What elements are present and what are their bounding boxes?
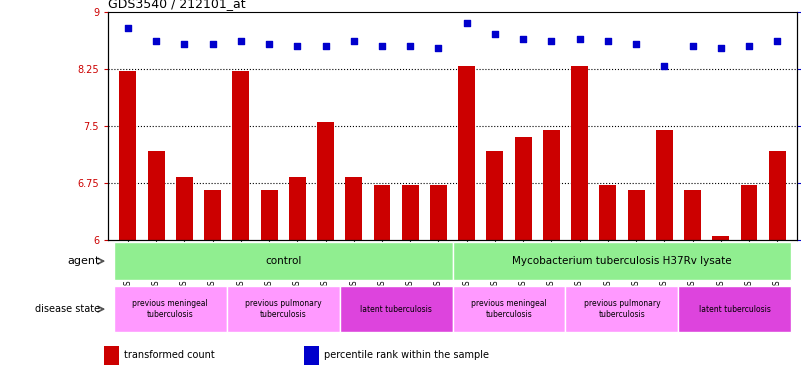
FancyBboxPatch shape — [566, 286, 678, 332]
Text: disease state: disease state — [35, 304, 100, 314]
Point — [545, 38, 557, 44]
Point — [291, 43, 304, 49]
Text: transformed count: transformed count — [124, 350, 215, 360]
FancyBboxPatch shape — [340, 286, 453, 332]
Point — [178, 40, 191, 46]
Point — [517, 36, 529, 42]
Text: agent: agent — [68, 256, 100, 266]
Point — [122, 25, 135, 31]
Bar — [656, 129, 673, 240]
Bar — [769, 151, 786, 240]
Bar — [741, 185, 758, 240]
Text: previous meningeal
tuberculosis: previous meningeal tuberculosis — [471, 300, 547, 319]
Bar — [486, 151, 503, 240]
FancyBboxPatch shape — [114, 286, 227, 332]
Text: percentile rank within the sample: percentile rank within the sample — [324, 350, 489, 360]
Bar — [232, 71, 249, 240]
Point — [348, 38, 360, 44]
Point — [574, 36, 586, 42]
Point — [319, 43, 332, 49]
Bar — [304, 346, 319, 365]
Point — [235, 38, 248, 44]
Bar — [515, 137, 532, 240]
Point — [461, 20, 473, 26]
Text: latent tuberculosis: latent tuberculosis — [699, 305, 771, 314]
Point — [150, 38, 163, 44]
Point — [263, 40, 276, 46]
Point — [602, 38, 614, 44]
Point — [404, 43, 417, 49]
Text: previous pulmonary
tuberculosis: previous pulmonary tuberculosis — [245, 300, 321, 319]
Point — [686, 43, 699, 49]
Bar — [289, 177, 306, 240]
Point — [658, 63, 670, 70]
Bar — [599, 185, 616, 240]
Bar — [317, 122, 334, 240]
FancyBboxPatch shape — [678, 286, 791, 332]
Point — [489, 31, 501, 38]
Bar — [571, 66, 588, 240]
FancyBboxPatch shape — [227, 286, 340, 332]
Bar — [543, 129, 560, 240]
FancyBboxPatch shape — [453, 286, 566, 332]
Bar — [119, 71, 136, 240]
Point — [206, 40, 219, 46]
FancyBboxPatch shape — [453, 242, 791, 280]
Point — [432, 45, 445, 51]
Bar — [373, 185, 390, 240]
Bar — [104, 346, 119, 365]
Bar — [684, 190, 701, 240]
Bar — [204, 190, 221, 240]
FancyBboxPatch shape — [114, 242, 453, 280]
Text: control: control — [265, 256, 301, 266]
Text: latent tuberculosis: latent tuberculosis — [360, 305, 432, 314]
Bar — [176, 177, 193, 240]
Bar — [458, 66, 475, 240]
Bar — [402, 185, 419, 240]
Text: GDS3540 / 212101_at: GDS3540 / 212101_at — [108, 0, 246, 10]
Bar — [260, 190, 277, 240]
Text: previous pulmonary
tuberculosis: previous pulmonary tuberculosis — [584, 300, 660, 319]
Point — [714, 45, 727, 51]
Point — [376, 43, 388, 49]
Bar — [712, 236, 729, 240]
Bar — [430, 185, 447, 240]
Point — [630, 40, 642, 46]
Bar — [345, 177, 362, 240]
Bar — [628, 190, 645, 240]
Text: previous meningeal
tuberculosis: previous meningeal tuberculosis — [132, 300, 208, 319]
Bar — [147, 151, 164, 240]
Point — [743, 43, 755, 49]
Point — [771, 38, 783, 44]
Text: Mycobacterium tuberculosis H37Rv lysate: Mycobacterium tuberculosis H37Rv lysate — [512, 256, 732, 266]
